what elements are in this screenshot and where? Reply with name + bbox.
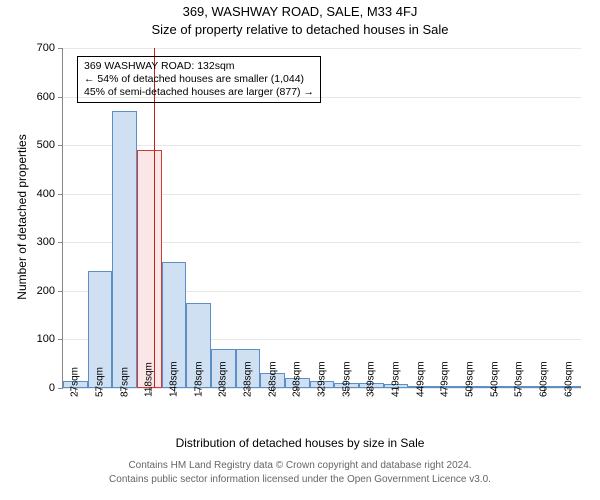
ytick-mark (58, 97, 63, 98)
ytick-mark (58, 242, 63, 243)
ytick-mark (58, 388, 63, 389)
ytick-mark (58, 339, 63, 340)
ytick-mark (58, 291, 63, 292)
gridline (63, 48, 581, 49)
chart-container: 369, WASHWAY ROAD, SALE, M33 4FJ Size of… (0, 0, 600, 500)
x-axis-label: Distribution of detached houses by size … (0, 436, 600, 450)
annotation-box: 369 WASHWAY ROAD: 132sqm← 54% of detache… (77, 56, 321, 103)
annotation-line: ← 54% of detached houses are smaller (1,… (84, 73, 314, 86)
chart-plot-area: 010020030040050060070027sqm57sqm87sqm118… (62, 48, 581, 389)
chart-title-address: 369, WASHWAY ROAD, SALE, M33 4FJ (0, 4, 600, 19)
bar (112, 111, 137, 388)
annotation-line: 45% of semi-detached houses are larger (… (84, 86, 314, 99)
ytick-mark (58, 145, 63, 146)
ytick-label: 400 (15, 188, 55, 200)
ytick-label: 500 (15, 139, 55, 151)
ytick-mark (58, 48, 63, 49)
footer-copyright-2: Contains public sector information licen… (0, 474, 600, 485)
ytick-label: 200 (15, 285, 55, 297)
chart-subtitle: Size of property relative to detached ho… (0, 22, 600, 37)
annotation-line: 369 WASHWAY ROAD: 132sqm (84, 60, 314, 73)
ytick-label: 300 (15, 236, 55, 248)
ytick-label: 600 (15, 91, 55, 103)
gridline (63, 145, 581, 146)
footer-copyright-1: Contains HM Land Registry data © Crown c… (0, 460, 600, 471)
ytick-label: 0 (15, 382, 55, 394)
bar-highlight (137, 150, 162, 388)
ytick-mark (58, 194, 63, 195)
ytick-label: 100 (15, 333, 55, 345)
ytick-label: 700 (15, 42, 55, 54)
